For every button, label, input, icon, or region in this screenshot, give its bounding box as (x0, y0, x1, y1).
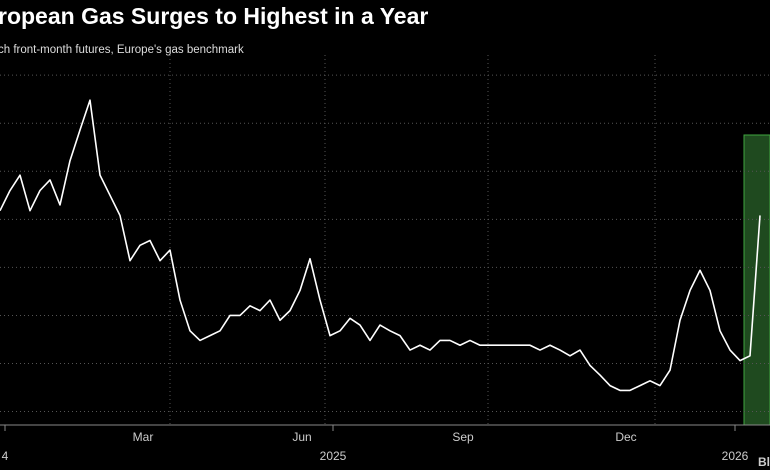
x-tick-label: Dec (615, 430, 636, 444)
chart-title: ropean Gas Surges to Highest in a Year (0, 3, 428, 29)
highlight-region (743, 134, 770, 426)
chart-subtitle: ch front-month futures, Europe's gas ben… (0, 44, 244, 56)
x-tick-label: Mar (133, 430, 154, 444)
x-tick-label: Sep (452, 430, 474, 444)
year-label: 2025 (320, 449, 347, 463)
price-line (0, 99, 761, 392)
x-tick-label: Jun (292, 430, 311, 444)
vertical-grid (169, 55, 656, 425)
year-label: 2026 (722, 449, 749, 463)
year-label: 4 (2, 449, 9, 463)
source: Bl (758, 455, 770, 469)
